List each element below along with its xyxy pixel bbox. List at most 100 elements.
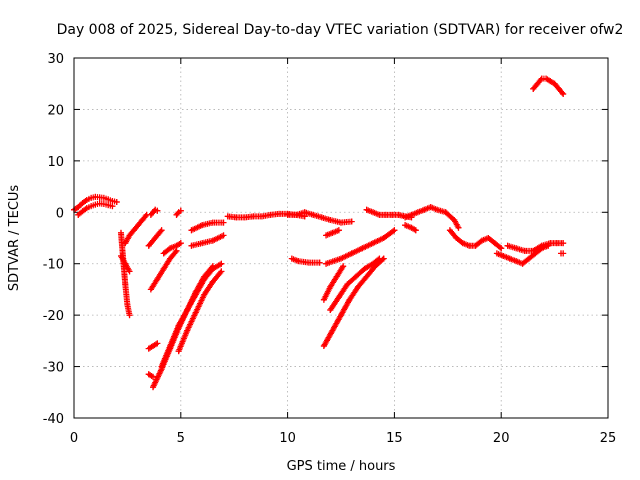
data-point-markers [188,219,227,234]
series-arc-28 [402,222,419,234]
series-arc-31 [504,240,567,254]
data-point [485,235,492,241]
data-point [534,80,541,87]
series-arc-2 [75,200,116,218]
data-point [233,214,240,221]
data-point [513,258,520,265]
data-point [126,312,133,319]
data-point [320,343,327,349]
data-point [466,242,473,249]
data-point [491,240,498,247]
x-tick-label: 5 [177,431,185,446]
series-arc-29 [446,227,505,252]
data-point [376,255,383,262]
series-arc-14 [158,260,225,370]
data-point [175,322,182,329]
data-point [288,255,295,262]
data-point [363,206,370,213]
series-arc-20 [288,255,323,266]
data-point [75,211,82,218]
y-tick-label: 20 [47,103,64,118]
data-point [547,78,554,85]
series-arc-21 [320,263,347,303]
data-point [124,301,131,308]
axis-ticks: 0 5 10 15 20 25 -40 -30 -20 -10 0 10 20 30 [43,52,617,446]
series-arc-10 [160,240,184,257]
data-point [530,247,537,254]
data-point [412,227,419,234]
data-marks [71,75,567,391]
data-point [355,283,362,290]
data-point [267,211,274,218]
data-point [145,345,152,352]
data-point [310,211,317,218]
data-point [427,204,434,211]
data-point [184,307,191,313]
data-point [442,209,449,216]
data-point [408,211,415,218]
series-arc-9 [147,247,180,293]
data-point [154,232,161,239]
data-point [459,240,466,247]
data-point [493,250,500,257]
series-arc-24 [323,227,398,267]
data-point [348,218,355,225]
data-point [258,213,265,220]
series-arc-25 [323,227,342,239]
data-point [209,219,216,226]
data-point [335,294,342,301]
data-point [145,371,152,378]
data-point [348,250,355,257]
data-point [201,291,208,298]
y-tick-label: -20 [43,309,64,324]
series-arc-32 [558,250,567,257]
data-point [451,217,458,223]
data-point [338,219,344,226]
data-point [241,214,248,221]
data-point [199,240,206,247]
data-point [105,196,112,203]
data-point [382,211,389,218]
data-point [218,268,225,275]
data-point [79,200,86,207]
data-point-markers [320,255,387,349]
data-point [370,240,377,247]
x-tick-label: 20 [493,431,510,446]
series-arc-19 [284,209,355,226]
data-point [402,222,409,229]
data-point [506,255,513,262]
data-point [453,235,460,241]
data-point [83,196,90,203]
data-point [109,197,116,204]
data-point [158,363,165,370]
data-point [192,291,199,298]
series-arc-22 [320,255,387,349]
data-point [88,203,95,210]
data-point [408,224,415,231]
data-point [154,207,161,214]
data-point [543,75,550,82]
data-point [160,250,167,257]
data-point [88,194,95,201]
chart-title: Day 008 of 2025, Sidereal Day-to-day VTE… [57,22,624,38]
data-point [122,260,129,267]
data-point [201,276,208,283]
x-tick-label: 10 [279,431,296,446]
x-axis-label: GPS time / hours [287,459,396,474]
data-point [455,224,462,231]
data-point [130,227,137,234]
data-point [295,258,302,265]
data-point-markers [150,263,216,391]
x-tick-label: 25 [600,431,617,446]
data-point [513,245,520,252]
data-point [478,237,485,244]
data-point [547,240,554,247]
data-point [139,217,146,223]
data-point [498,245,505,252]
data-point [209,265,216,272]
data-point [224,213,231,220]
data-point [173,242,180,249]
data-point [389,211,396,218]
data-point [380,235,387,241]
data-point [500,253,507,259]
